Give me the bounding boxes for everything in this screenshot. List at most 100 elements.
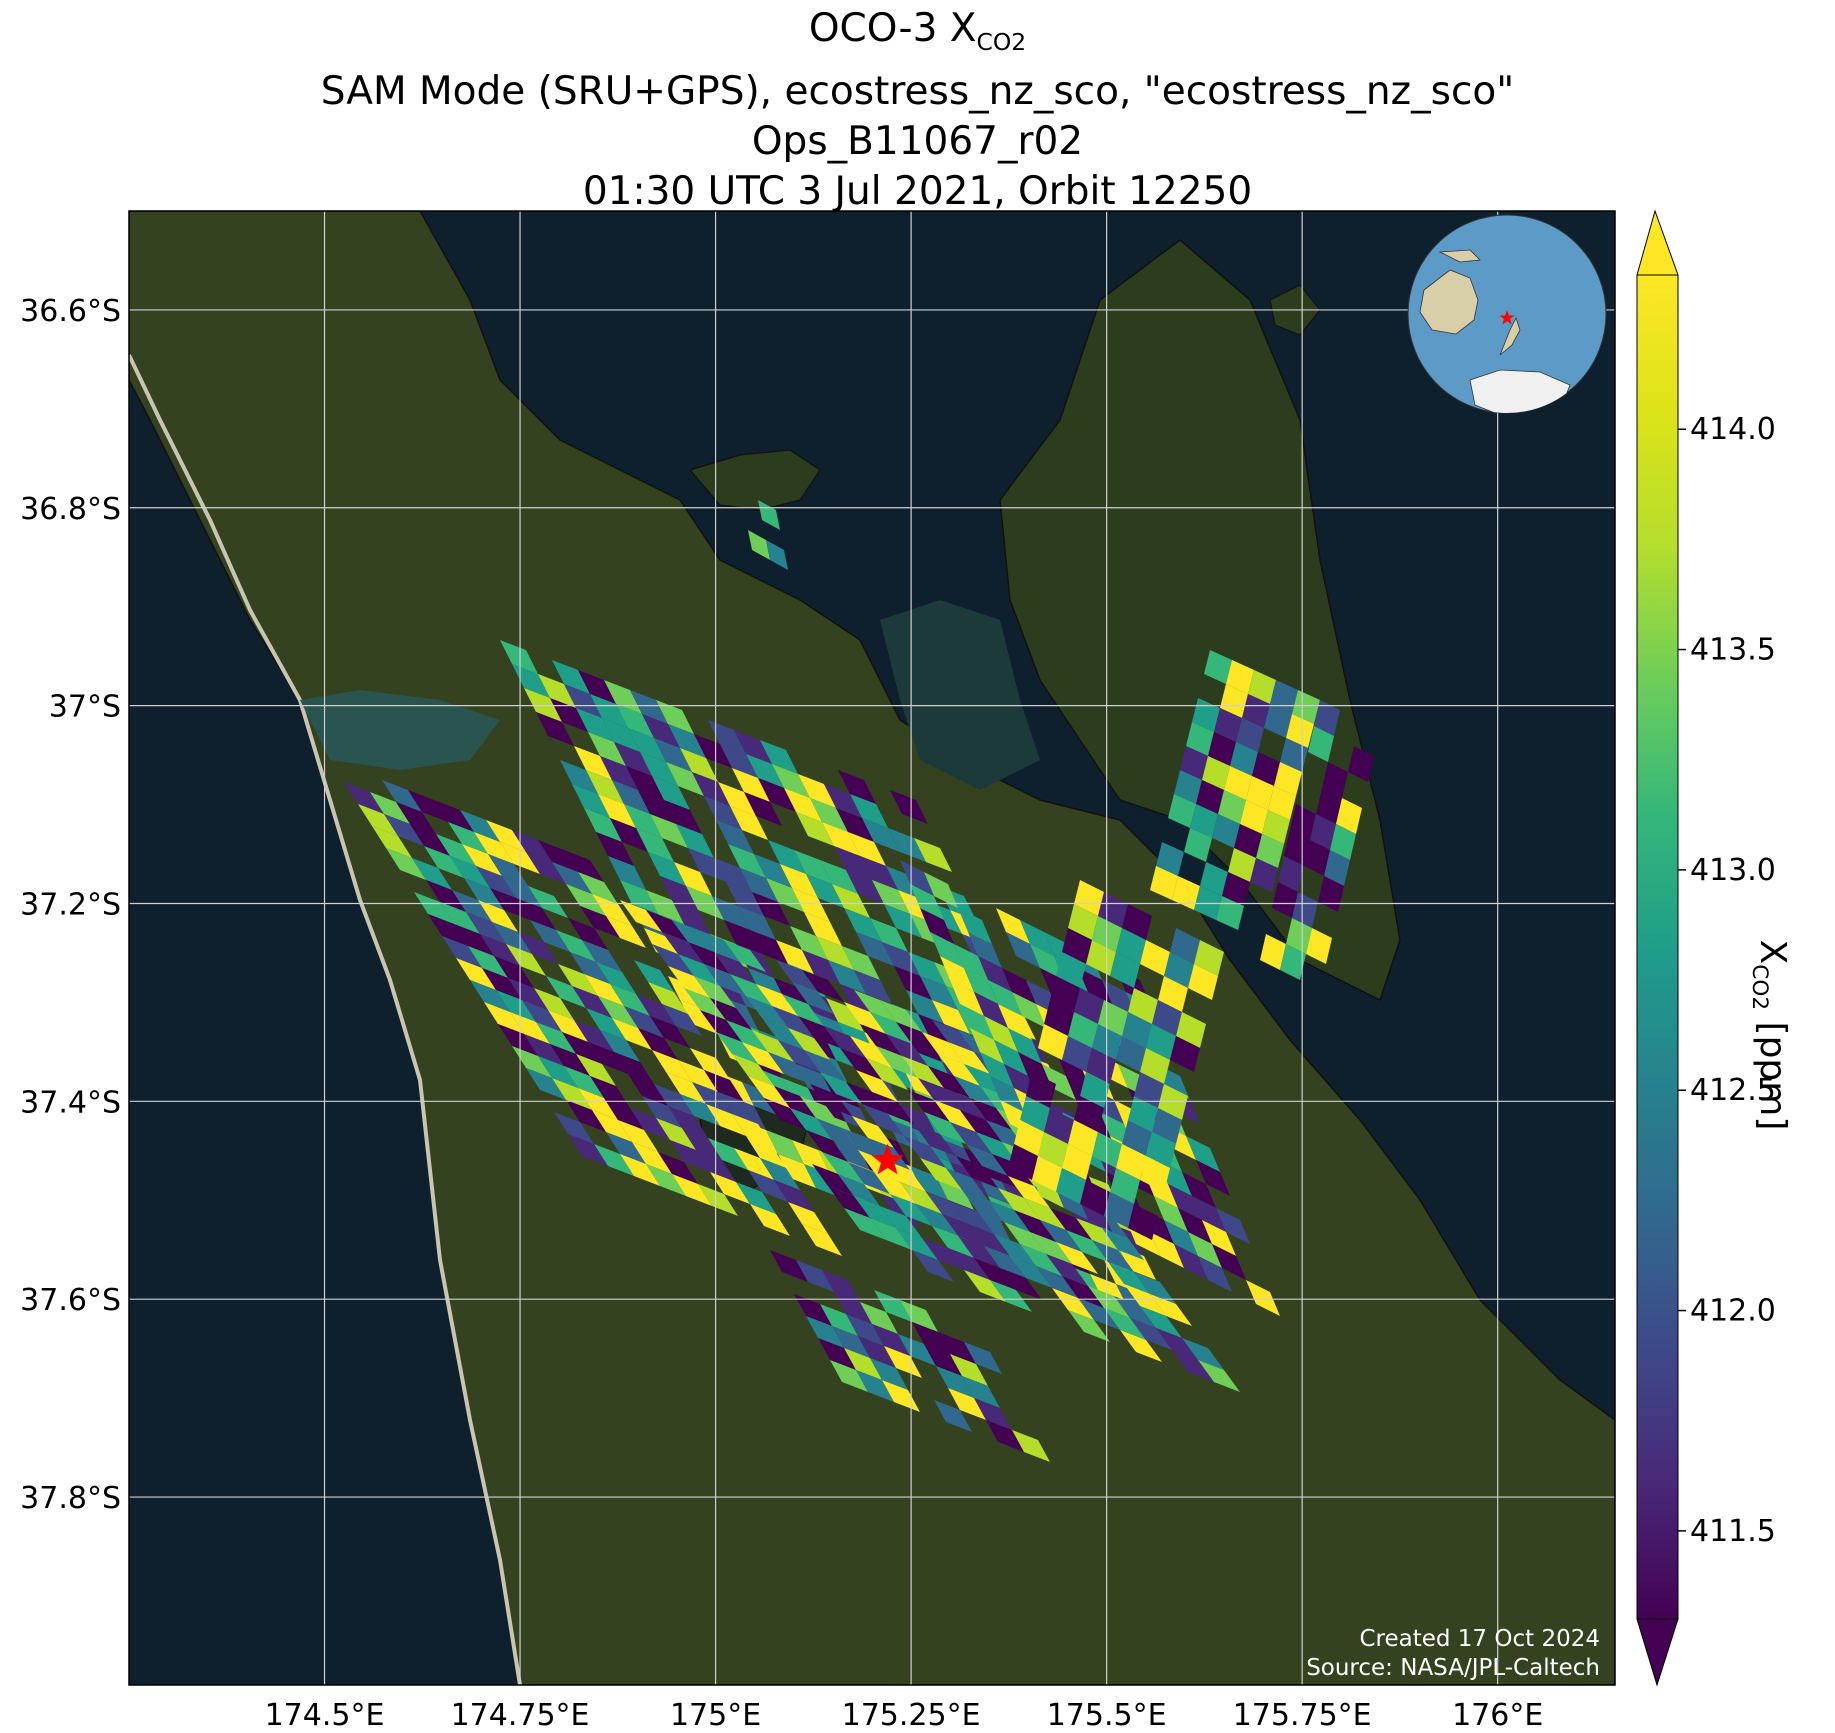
xco2-sounding	[986, 1420, 1024, 1452]
colorbar-tick-label: 413.0	[1690, 853, 1776, 888]
xco2-sounding	[884, 904, 922, 938]
xco2-sounding	[1110, 952, 1140, 988]
xco2-sounding	[954, 1076, 996, 1108]
xco2-sounding	[434, 800, 474, 832]
xco2-sounding	[1120, 1330, 1162, 1362]
xco2-sounding	[908, 952, 946, 986]
xco2-sounding	[948, 1248, 990, 1280]
xco2-sounding	[1274, 762, 1302, 796]
xco2-sounding	[956, 1156, 998, 1188]
xco2-sounding	[916, 1204, 958, 1236]
xco2-sounding	[530, 920, 570, 952]
xco2-sounding	[994, 1234, 1036, 1266]
xco2-sounding	[1156, 842, 1184, 876]
xco2-sounding	[932, 1020, 974, 1052]
xco2-sounding	[612, 780, 650, 814]
xco2-sounding	[784, 788, 822, 822]
xco2-sounding	[1192, 698, 1220, 732]
xco2-sounding	[606, 1132, 646, 1164]
xco2-sounding	[1080, 1072, 1110, 1108]
lat-tick-label: 37.2°S	[20, 887, 121, 922]
xco2-sounding	[1124, 1284, 1166, 1316]
xco2-sounding	[512, 664, 550, 698]
lat-tick-label: 37.6°S	[20, 1283, 121, 1318]
xco2-sounding	[846, 1082, 888, 1114]
xco2-sounding	[1122, 904, 1152, 940]
xco2-sounding	[734, 730, 772, 764]
manukau-harbour	[300, 690, 500, 770]
xco2-sounding	[792, 888, 830, 922]
xco2-sounding	[1158, 976, 1188, 1012]
xco2-sounding	[538, 1056, 578, 1088]
xco2-sounding	[1004, 1222, 1046, 1254]
xco2-sounding	[460, 810, 500, 842]
xco2-sounding	[586, 770, 624, 804]
colorbar-label: XCO2 [ppm]	[1746, 939, 1794, 1131]
xco2-sounding	[1174, 770, 1202, 804]
xco2-sounding	[762, 1018, 804, 1050]
xco2-sounding	[630, 1108, 670, 1140]
xco2-sounding	[990, 1076, 1024, 1112]
xco2-sounding	[788, 1028, 830, 1060]
xco2-sounding	[830, 1360, 868, 1392]
xco2-sounding	[812, 1164, 854, 1196]
lon-tick-label: 174.75°E	[451, 1698, 590, 1733]
lat-tick-label: 36.8°S	[20, 492, 121, 527]
xco2-sounding	[824, 784, 862, 818]
xco2-sounding	[856, 1370, 894, 1402]
xco2-sounding	[1014, 1120, 1044, 1156]
xco2-sounding	[1248, 670, 1276, 704]
xco2-sounding	[796, 1064, 834, 1098]
xco2-sounding	[662, 932, 704, 964]
xco2-sounding	[760, 740, 798, 774]
xco2-sounding	[996, 908, 1030, 944]
xco2-sounding	[614, 1052, 654, 1084]
xco2-sounding	[1202, 1220, 1236, 1256]
xco2-sounding	[838, 1174, 880, 1206]
xco2-sounding	[526, 1068, 566, 1100]
xco2-sounding	[588, 732, 626, 766]
xco2-sounding	[370, 792, 410, 824]
xco2-sounding	[1246, 776, 1274, 810]
xco2-sounding	[624, 804, 662, 838]
xco2-sounding	[396, 802, 436, 834]
xco2-sounding	[412, 858, 452, 890]
xco2-sounding	[776, 960, 818, 992]
lon-tick-label: 175°E	[670, 1698, 761, 1733]
xco2-sounding	[1250, 858, 1278, 892]
xco2-sounding	[666, 1072, 706, 1104]
xco2-sounding	[1118, 1246, 1156, 1280]
xco2-sounding	[1152, 1108, 1182, 1144]
xco2-sounding	[934, 1400, 972, 1432]
xco2-sounding	[508, 978, 548, 1010]
xco2-sounding	[748, 530, 770, 560]
xco2-sounding	[480, 934, 520, 966]
xco2-sounding	[1184, 828, 1212, 862]
xco2-sounding	[1114, 1296, 1156, 1328]
xco2-sounding	[1234, 824, 1262, 858]
colorbar-extend-top	[1636, 209, 1679, 276]
xco2-sounding	[998, 1004, 1032, 1040]
xco2-sounding	[1246, 1280, 1280, 1316]
xco2-sounding	[766, 1130, 804, 1164]
xco2-sounding	[938, 1332, 976, 1364]
xco2-sounding	[1020, 1096, 1050, 1132]
xco2-sounding	[890, 790, 928, 824]
xco2-sounding	[1074, 1096, 1104, 1132]
xco2-sounding	[736, 1182, 776, 1214]
xco2-sounding	[860, 856, 898, 890]
xco2-sounding	[710, 1172, 750, 1204]
xco2-sounding	[1252, 752, 1280, 786]
xco2-sounding	[790, 1108, 832, 1140]
xco2-sounding	[832, 1326, 870, 1358]
xco2-sounding	[1008, 1176, 1050, 1208]
firth-of-thames	[880, 600, 1040, 790]
xco2-sounding	[854, 970, 892, 1004]
xco2-sounding	[794, 850, 832, 884]
xco2-sounding	[1122, 1120, 1152, 1156]
xco2-sounding	[936, 1366, 974, 1398]
xco2-sounding	[704, 964, 746, 996]
xco2-sounding	[920, 1158, 962, 1190]
xco2-sounding	[676, 824, 714, 858]
xco2-sounding	[528, 886, 568, 918]
